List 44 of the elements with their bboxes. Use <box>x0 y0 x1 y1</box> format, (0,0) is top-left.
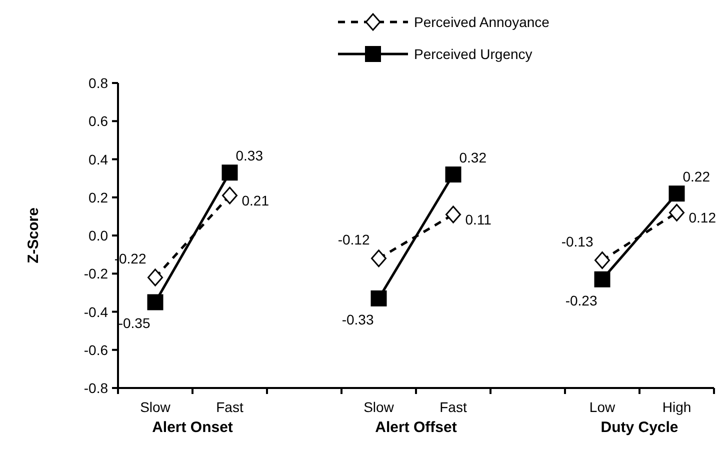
data-label: 0.32 <box>459 150 487 166</box>
data-label: 0.11 <box>465 212 492 228</box>
legend-label: Perceived Urgency <box>414 46 532 62</box>
y-tick-label: -0.2 <box>84 266 108 282</box>
data-label: 0.21 <box>242 192 270 208</box>
x-tick-label: Fast <box>440 399 467 415</box>
x-tick-label: Low <box>589 399 616 415</box>
data-label: -0.13 <box>561 233 594 250</box>
data-label: -0.33 <box>342 311 374 328</box>
point <box>669 204 684 222</box>
data-label: -0.23 <box>565 292 598 308</box>
x-tick-label: High <box>662 399 692 415</box>
data-label: 0.33 <box>236 148 264 164</box>
point <box>222 186 238 204</box>
y-axis-title: Z-Score <box>25 208 42 264</box>
point <box>445 166 462 182</box>
point <box>222 164 238 181</box>
y-tick-label: 0.8 <box>88 75 108 91</box>
y-tick-label: -0.8 <box>84 380 108 396</box>
x-tick-label: Slow <box>364 399 395 415</box>
point <box>594 271 610 288</box>
point <box>148 268 163 286</box>
point <box>446 206 461 224</box>
y-tick-label: 0.0 <box>88 228 108 244</box>
text: Duty Cycle <box>600 419 678 436</box>
data-label: 0.12 <box>688 210 716 226</box>
y-tick-label: -0.4 <box>84 304 108 320</box>
text: Alert Offset <box>375 419 457 436</box>
legend-label: Perceived Annoyance <box>414 14 550 30</box>
point <box>147 294 164 310</box>
data-label: -0.35 <box>118 315 150 332</box>
y-tick-label: -0.6 <box>84 342 108 358</box>
data-label: -0.12 <box>338 231 370 248</box>
y-tick-label: 0.2 <box>88 189 108 206</box>
y-tick-label: 0.4 <box>88 151 108 168</box>
point <box>594 252 610 270</box>
y-tick-label: 0.6 <box>88 113 108 130</box>
point <box>371 250 386 268</box>
x-tick-label: Fast <box>216 399 244 415</box>
point <box>370 290 387 306</box>
x-tick-label: Slow <box>140 399 172 415</box>
text: Alert Onset <box>152 419 233 436</box>
data-label: 0.22 <box>682 168 710 185</box>
point <box>668 186 685 202</box>
